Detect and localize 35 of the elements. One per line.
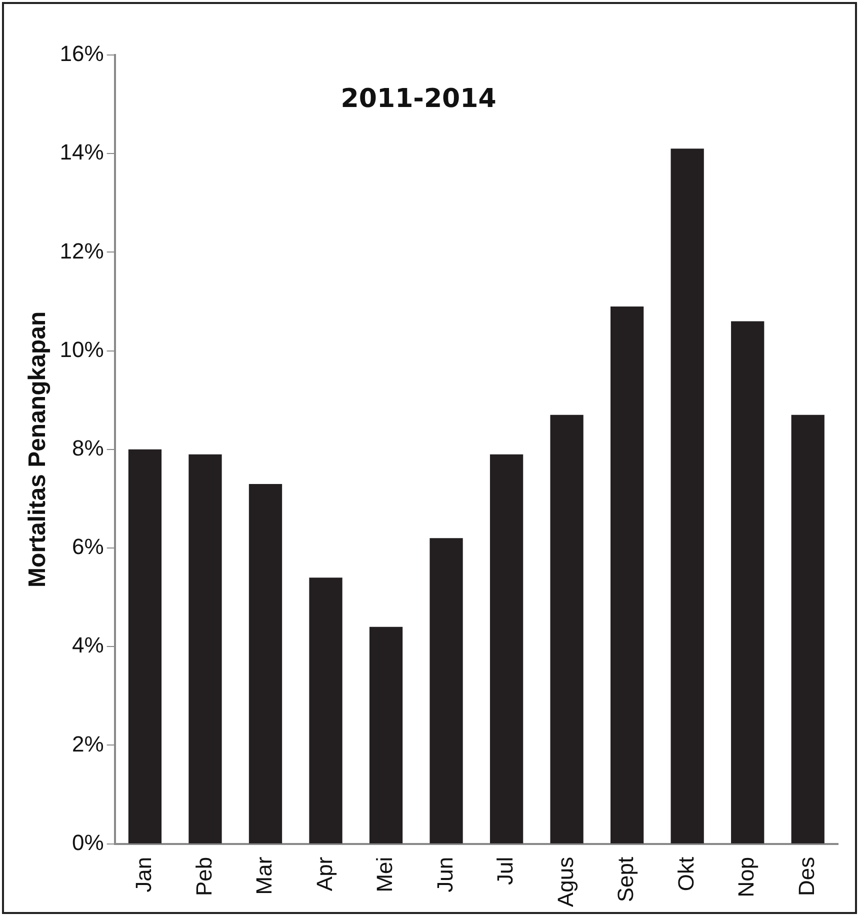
y-tick-label: 14%: [60, 140, 104, 165]
x-tick-label: Jul: [492, 856, 518, 885]
bar: [791, 414, 824, 844]
bar: [731, 321, 764, 844]
text: 2011-2014: [340, 84, 496, 114]
x-tick-label: Peb: [191, 856, 216, 896]
x-tick-label: Agus: [552, 856, 578, 908]
x-tick-label: Sept: [613, 856, 638, 902]
x-tick-label: Jun: [432, 856, 458, 892]
y-tick-label: 8%: [72, 435, 104, 460]
x-tick-label: Jan: [131, 856, 156, 892]
bar: [490, 454, 524, 844]
bar: [188, 454, 222, 844]
x-tick-label: Apr: [312, 856, 337, 892]
bar: [550, 414, 584, 844]
x-tick-label: Nop: [734, 856, 759, 898]
bar: [309, 578, 342, 844]
y-tick-label: 16%: [60, 41, 104, 66]
bar: [430, 538, 463, 844]
y-axis-title: Mortalitas Penangkapan: [24, 311, 52, 588]
x-tick-label: Des: [794, 856, 819, 896]
x-tick-label: Mar: [252, 856, 277, 895]
x-tick-label: Mei: [372, 856, 398, 892]
bar: [670, 148, 704, 844]
bar: [248, 484, 282, 844]
y-tick-label: 6%: [72, 534, 104, 560]
y-tick-label: 0%: [72, 830, 104, 855]
y-tick-label: 10%: [60, 336, 104, 362]
bar: [128, 449, 162, 844]
x-tick-label: Okt: [673, 856, 698, 892]
y-tick-label: 2%: [72, 731, 104, 756]
y-tick-label: 4%: [72, 632, 104, 658]
bar: [369, 626, 403, 844]
y-tick-label: 12%: [60, 238, 104, 264]
bar: [610, 306, 644, 844]
